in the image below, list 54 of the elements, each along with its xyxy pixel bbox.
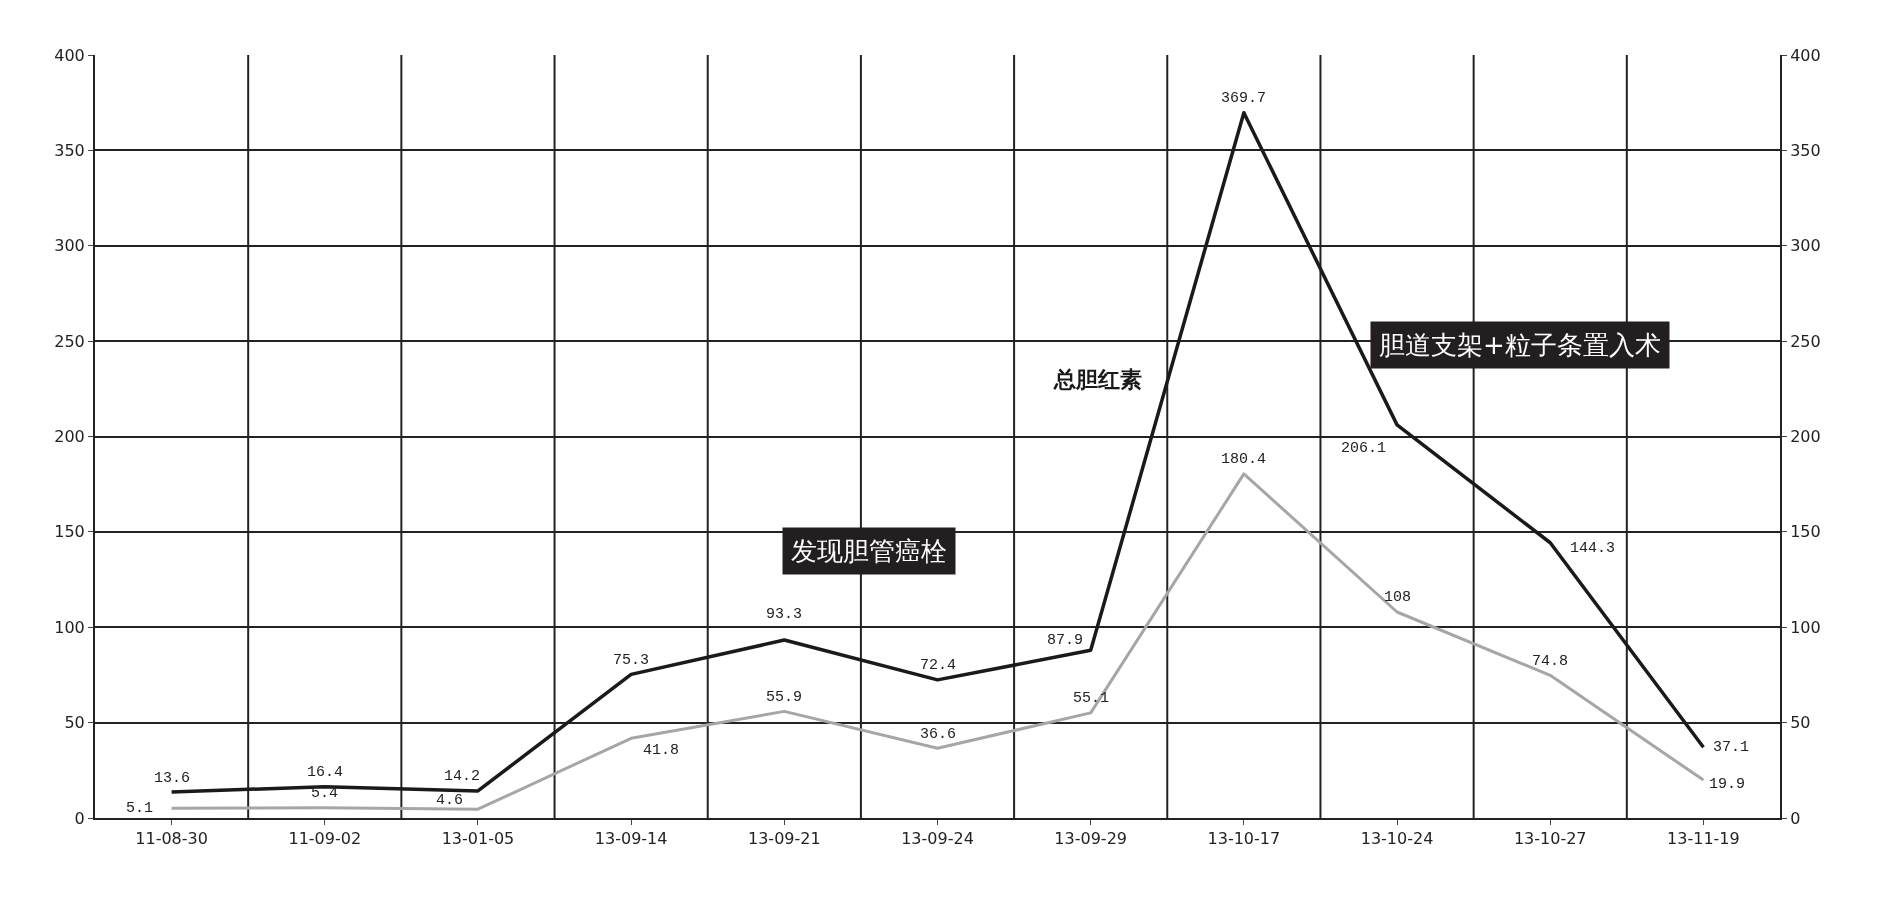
x-tick-label: 13-10-17 — [1207, 829, 1281, 849]
x-tick-label: 13-11-19 — [1667, 829, 1740, 849]
y-tick-label: 300 — [54, 236, 85, 256]
x-tick-label: 11-08-30 — [135, 829, 208, 849]
y-tick-label: 250 — [54, 331, 85, 351]
data-label: 75.3 — [613, 652, 650, 669]
data-label: 87.9 — [1047, 632, 1084, 649]
data-label: 5.4 — [311, 785, 339, 802]
annotation: 胆道支架+粒子条置入术 — [1379, 330, 1661, 360]
x-tick-label: 13-09-21 — [748, 829, 821, 849]
y2-tick-label: 50 — [1790, 713, 1811, 733]
x-tick-label: 13-09-14 — [594, 829, 668, 849]
data-label: 16.4 — [307, 764, 344, 781]
data-label: 55.1 — [1073, 690, 1110, 707]
y2-tick-label: 100 — [1790, 617, 1821, 637]
y2-tick-label: 300 — [1790, 236, 1821, 256]
data-label: 14.2 — [444, 768, 481, 785]
data-label: 41.8 — [643, 742, 680, 759]
data-label: 72.4 — [920, 657, 957, 674]
data-label: 36.6 — [920, 726, 957, 743]
annotation: 发现胆管癌栓 — [791, 536, 947, 566]
data-label: 180.4 — [1221, 451, 1267, 468]
y-tick-label: 50 — [64, 713, 85, 733]
y-tick-label: 150 — [54, 522, 85, 542]
y-tick-label: 100 — [54, 617, 85, 637]
data-label: 108 — [1384, 589, 1412, 606]
data-label: 5.1 — [126, 800, 154, 817]
y-tick-label: 400 — [54, 45, 85, 65]
series-label: 总胆红素 — [1053, 367, 1142, 392]
y2-tick-label: 200 — [1790, 427, 1821, 447]
y-tick-label: 350 — [54, 140, 85, 160]
x-tick-label: 13-01-05 — [441, 829, 515, 849]
y2-tick-label: 400 — [1790, 45, 1821, 65]
data-label: 13.6 — [154, 770, 191, 787]
data-label: 19.9 — [1709, 776, 1746, 793]
y2-tick-label: 0 — [1790, 808, 1801, 828]
data-label: 93.3 — [766, 606, 803, 623]
data-label: 74.8 — [1532, 653, 1569, 670]
y-tick-label: 200 — [54, 427, 85, 447]
x-tick-label: 13-10-27 — [1513, 829, 1587, 849]
x-tick-label: 11-09-02 — [288, 829, 362, 849]
x-tick-label: 13-10-24 — [1360, 829, 1434, 849]
x-tick-label: 13-09-29 — [1054, 829, 1127, 849]
data-label: 369.7 — [1221, 90, 1267, 107]
y2-tick-label: 350 — [1790, 140, 1821, 160]
y2-tick-label: 150 — [1790, 522, 1821, 542]
data-label: 37.1 — [1713, 739, 1750, 756]
data-label: 144.3 — [1570, 540, 1616, 557]
x-tick-label: 13-09-24 — [901, 829, 974, 849]
data-label: 55.9 — [766, 689, 803, 706]
data-label: 206.1 — [1341, 440, 1387, 457]
y-tick-label: 0 — [74, 808, 85, 828]
y2-tick-label: 250 — [1790, 331, 1821, 351]
data-label: 4.6 — [436, 792, 464, 809]
